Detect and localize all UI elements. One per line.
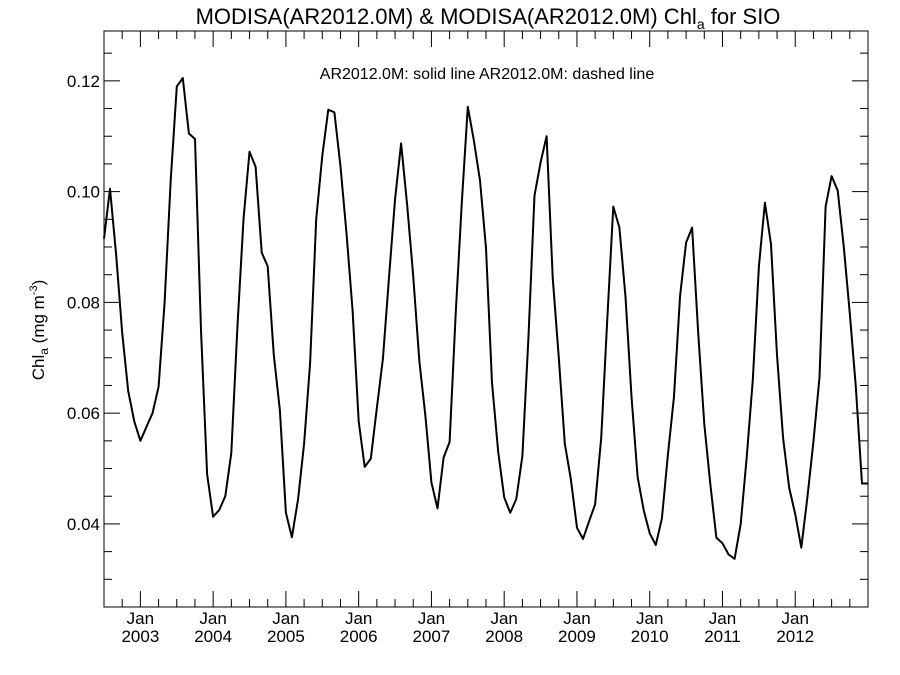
x-tick-label-year: 2006 [340,627,378,646]
y-tick-label: 0.10 [67,183,100,202]
x-tick-label-year: 2005 [267,627,305,646]
x-tick-label-month: Jan [563,609,590,628]
x-tick-label-year: 2012 [776,627,814,646]
chart-title-prefix: MODISA(AR2012.0M) & MODISA(AR2012.0M) Ch… [196,4,697,29]
y-axis-label-unit: (mg m [29,295,48,348]
y-tick-label: 0.08 [67,293,100,312]
x-tick-label-month: Jan [272,609,299,628]
y-tick-label: 0.12 [67,72,100,91]
x-tick-label-year: 2010 [631,627,669,646]
x-tick-label-month: Jan [709,609,736,628]
x-tick-label-year: 2004 [194,627,232,646]
plot-frame [103,30,869,608]
y-axis-label-subscript: a [37,348,51,355]
x-tick-label-year: 2007 [413,627,451,646]
series-annotation: AR2012.0M: solid line AR2012.0M: dashed … [320,66,655,83]
series-layer [103,77,868,560]
x-tick-label-year: 2003 [121,627,159,646]
axis-tick-labels: 0.040.060.080.100.12Jan2003Jan2004Jan200… [67,72,814,646]
chart-title-suffix: for SIO [705,4,781,29]
x-tick-label-month: Jan [636,609,663,628]
y-axis-label-superscript: -3 [28,285,40,295]
chart-title: MODISA(AR2012.0M) & MODISA(AR2012.0M) Ch… [196,4,781,32]
series-line-solid [103,77,868,560]
x-tick-label-month: Jan [345,609,372,628]
y-tick-label: 0.06 [67,404,100,423]
x-tick-label-month: Jan [127,609,154,628]
x-tick-label-year: 2011 [704,627,741,646]
y-axis-label-main: Chl [29,355,48,381]
x-tick-label-year: 2008 [485,627,523,646]
x-tick-label-year: 2009 [558,627,596,646]
y-axis-label: Chla (mg m-3) [28,280,51,381]
x-tick-label-month: Jan [490,609,517,628]
x-tick-label-month: Jan [199,609,226,628]
x-tick-label-month: Jan [782,609,809,628]
axis-ticks [104,31,868,607]
y-tick-label: 0.04 [67,515,100,534]
y-axis-label-unit-close: ) [29,280,48,286]
chart-title-subscript: a [697,16,705,32]
x-tick-label-month: Jan [418,609,445,628]
